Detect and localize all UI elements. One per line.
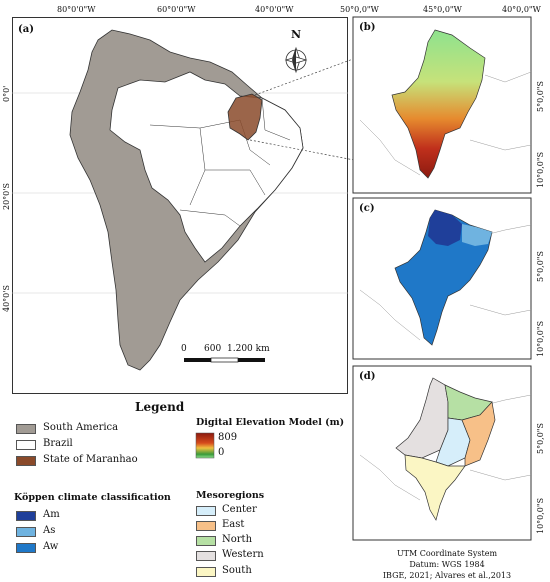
inset-c-right-tick-1: 5°0,0"S xyxy=(536,251,545,282)
meso-south-shape xyxy=(404,454,466,521)
main-left-tick-3: 40°0'S xyxy=(2,285,11,312)
scale-label-0: 0 xyxy=(181,344,187,354)
dem-legend-min: 0 xyxy=(218,447,225,458)
scale-bar xyxy=(184,357,265,363)
meso-east-shape xyxy=(461,401,496,467)
inset-b-neighbour-borders xyxy=(359,71,532,176)
koppen-swatch-aw xyxy=(16,543,36,553)
inset-b-right-tick-1: 5°0,0"S xyxy=(536,81,545,112)
koppen-swatch-am xyxy=(16,511,36,521)
inset-d-right-tick-2: 10°0,0"S xyxy=(536,497,545,534)
credits-line-1: UTM Coordinate System xyxy=(396,549,498,558)
meso-swatch-center xyxy=(196,506,216,516)
meso-label-western: Western xyxy=(222,549,264,560)
meso-label-north: North xyxy=(222,534,253,545)
koppen-swatch-as xyxy=(16,527,36,537)
north-arrow-icon xyxy=(284,46,308,74)
koppen-label-aw: Aw xyxy=(43,541,59,552)
maranhao-shape xyxy=(227,93,263,141)
legend-label-brazil: Brazil xyxy=(43,438,73,449)
inset-top-tick-3: 40°0,0"W xyxy=(502,5,541,14)
legend-label-maranhao: State of Maranhao xyxy=(43,454,138,465)
meso-swatch-western xyxy=(196,551,216,561)
legend-label-south-america: South America xyxy=(43,422,119,433)
inset-b-right-tick-2: 10°0,0"S xyxy=(536,151,545,188)
meso-label-south: South xyxy=(222,565,252,576)
koppen-label-as: As xyxy=(43,525,56,536)
meso-label-east: East xyxy=(222,519,245,530)
meso-swatch-south xyxy=(196,567,216,577)
credits-line-3: IBGE, 2021; Alvares et al.,2013 xyxy=(382,571,512,580)
koppen-legend-title: Köppen climate classification xyxy=(14,492,171,503)
credits-line-2: Datum: WGS 1984 xyxy=(409,560,485,569)
maranhao-koppen-as-shape xyxy=(462,224,492,246)
map-credits: UTM Coordinate System Datum: WGS 1984 IB… xyxy=(372,548,522,581)
panel-label-b: (b) xyxy=(359,22,376,33)
scale-label-1200: 1.200 km xyxy=(227,344,270,354)
main-left-tick-2: 20°0'S xyxy=(2,183,11,210)
dem-legend-max: 809 xyxy=(218,432,238,443)
legend-swatch-south-america xyxy=(16,424,36,434)
dem-legend-title: Digital Elevation Model (m) xyxy=(196,417,345,428)
meso-label-center: Center xyxy=(222,504,257,515)
legend-swatch-brazil xyxy=(16,440,36,450)
north-label: N xyxy=(291,28,302,41)
main-top-tick-3: 40°0'0"W xyxy=(255,5,294,14)
main-left-tick-1: 0°0' xyxy=(2,85,11,102)
inset-c-right-tick-2: 10°0,0"S xyxy=(536,320,545,357)
maranhao-koppen-am-shape xyxy=(428,210,462,246)
koppen-label-am: Am xyxy=(43,509,60,520)
main-top-tick-1: 80°0'0"W xyxy=(57,5,96,14)
meso-legend-title: Mesoregions xyxy=(196,490,265,501)
meso-swatch-north xyxy=(196,536,216,546)
legend-swatch-maranhao xyxy=(16,456,36,466)
panel-label-c: (c) xyxy=(359,203,375,214)
panel-label-a: (a) xyxy=(18,24,34,35)
dem-legend-gradient xyxy=(195,432,215,459)
main-top-tick-2: 60°0'0"W xyxy=(157,5,196,14)
legend-title: Legend xyxy=(135,400,185,414)
inset-top-tick-1: 50°0,0"W xyxy=(340,5,379,14)
maranhao-dem-shape xyxy=(391,29,486,179)
meso-swatch-east xyxy=(196,521,216,531)
inset-d-right-tick-1: 5°0,0"S xyxy=(536,423,545,454)
inset-top-tick-2: 45°0,0"W xyxy=(423,5,462,14)
scale-label-600: 600 xyxy=(204,344,222,354)
panel-label-d: (d) xyxy=(359,371,376,382)
